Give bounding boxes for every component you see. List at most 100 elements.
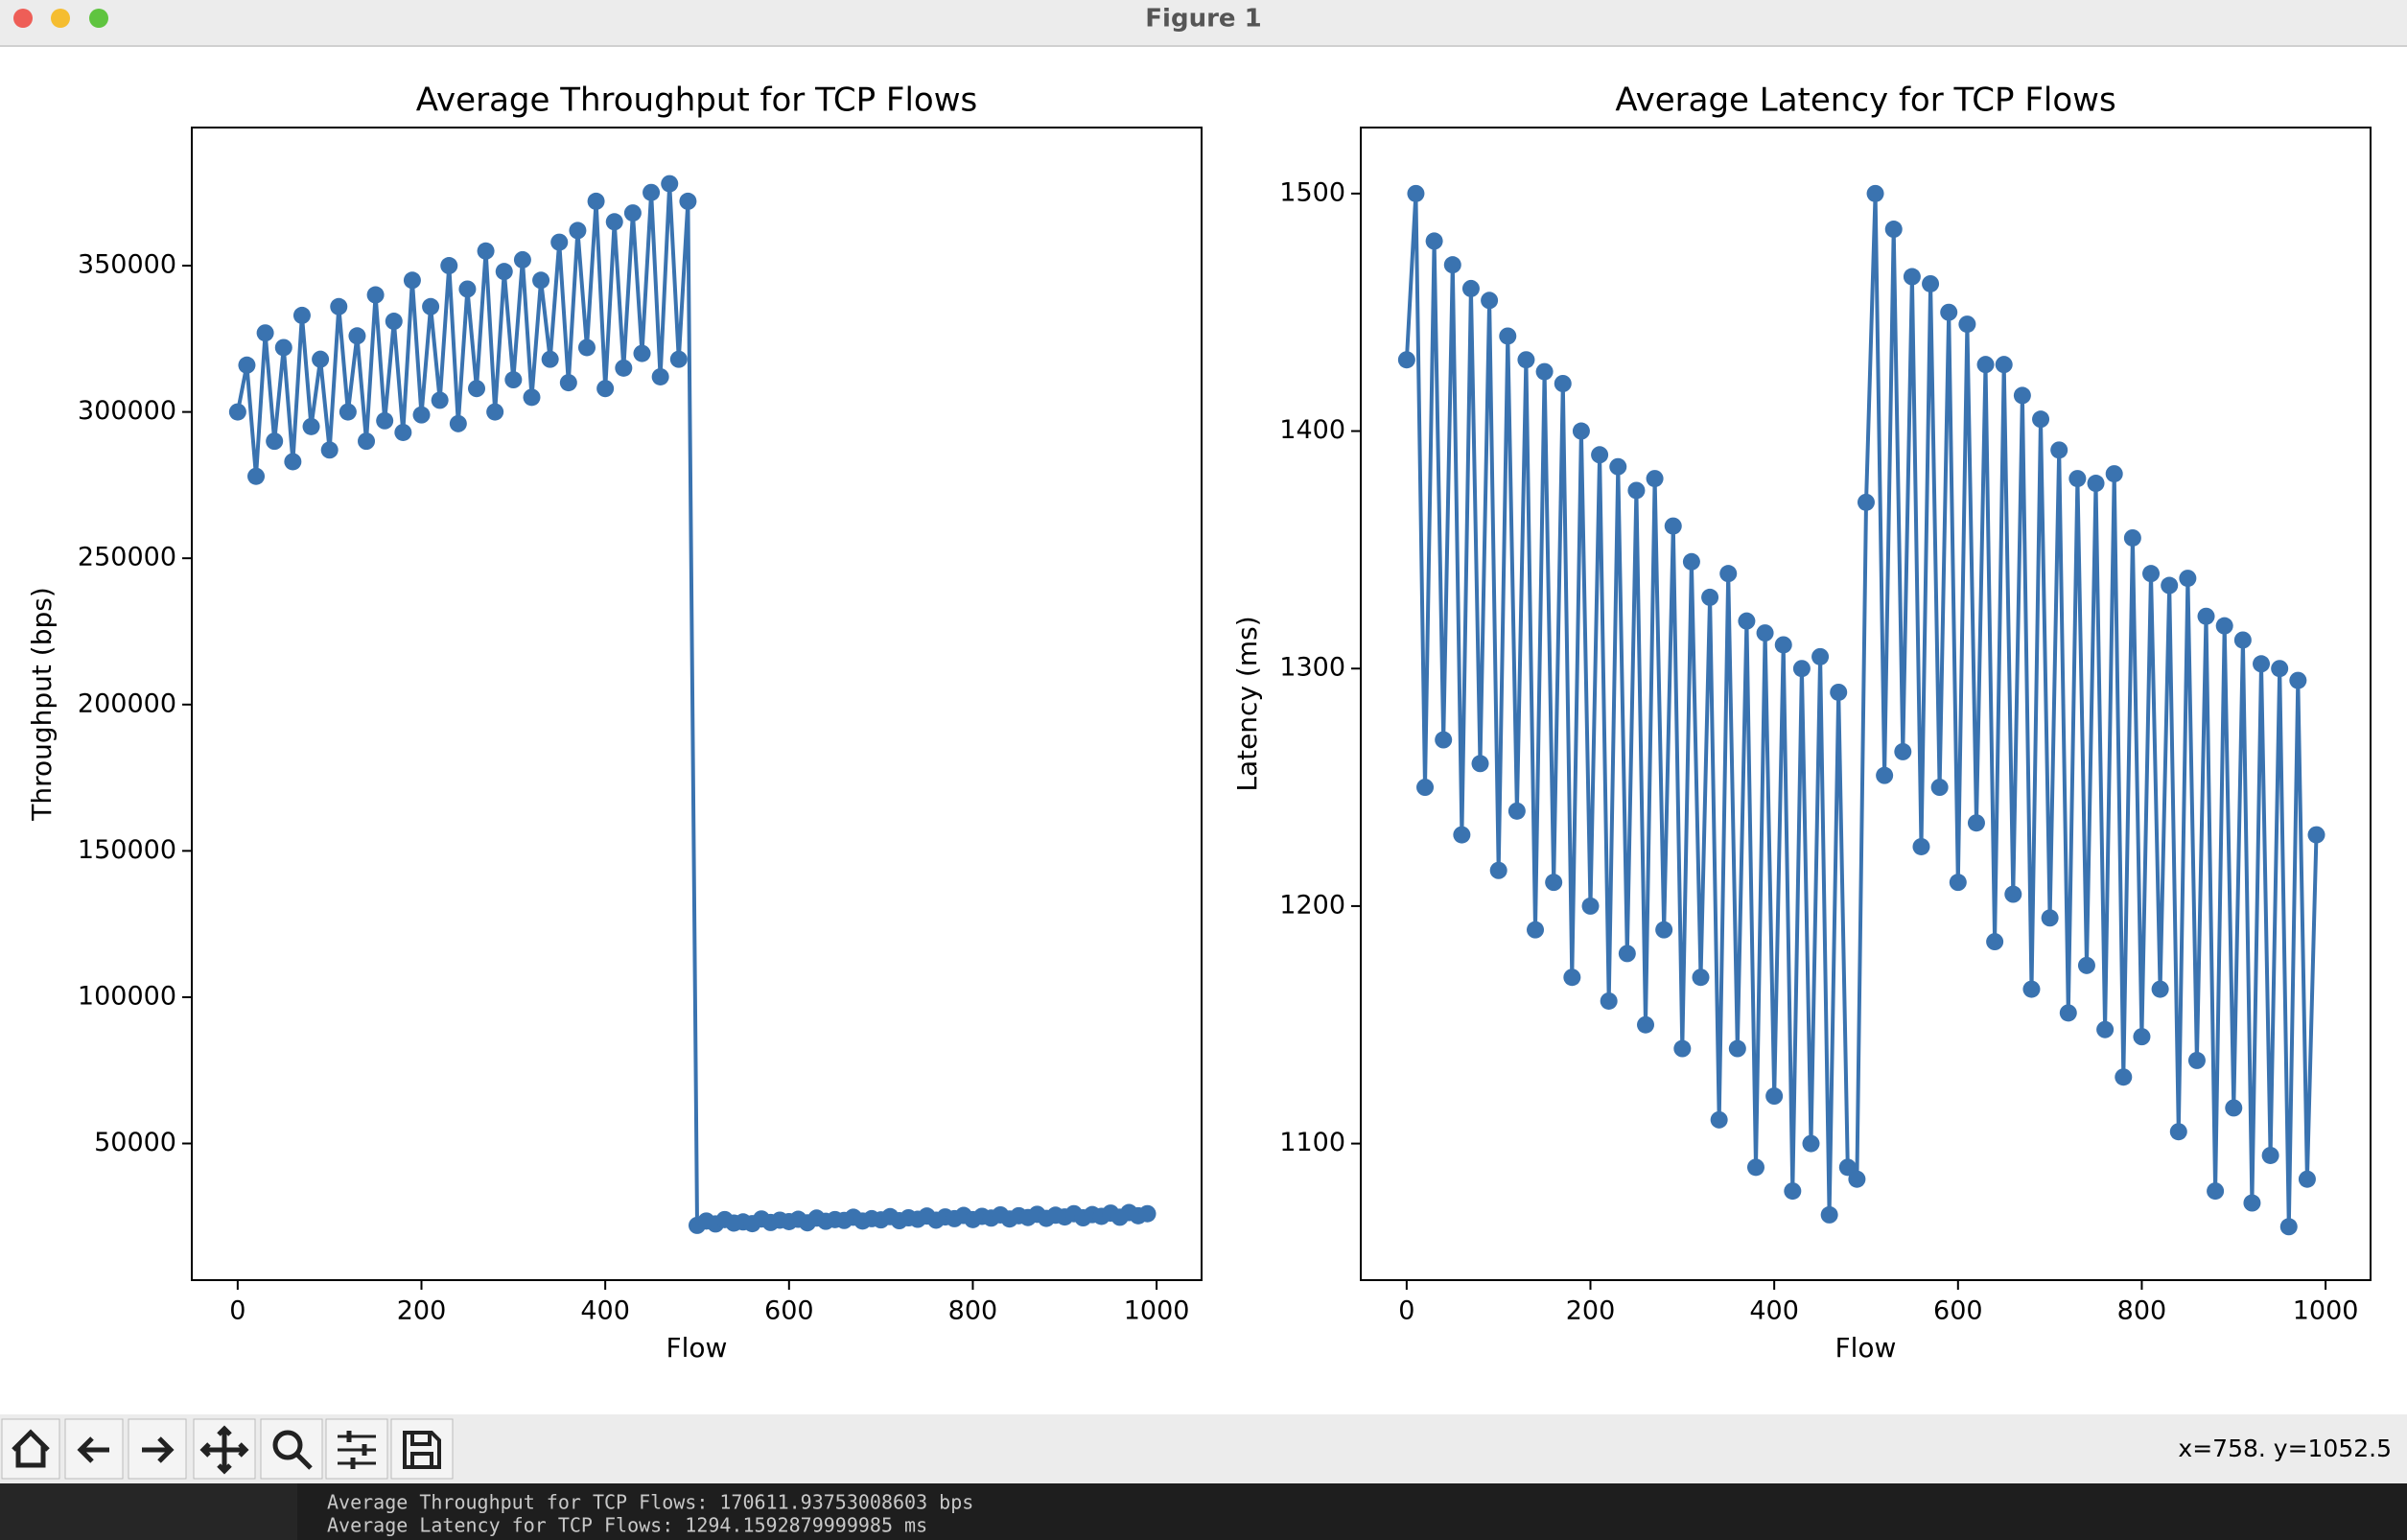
data-point (1912, 837, 1930, 855)
data-point (292, 306, 311, 324)
y-tick-label: 350000 (78, 250, 176, 280)
zoom-tool-button[interactable] (260, 1418, 323, 1480)
data-point (2151, 980, 2169, 998)
data-point (669, 350, 688, 368)
data-point (486, 403, 504, 421)
data-point (1673, 1039, 1692, 1058)
data-point (1710, 1110, 1728, 1129)
data-point (1627, 481, 1646, 500)
save-button[interactable] (390, 1418, 454, 1480)
y-tick-label: 50000 (94, 1128, 176, 1157)
forward-button[interactable] (128, 1418, 187, 1480)
data-point (1572, 422, 1590, 440)
data-point (2032, 410, 2050, 429)
data-point (1618, 945, 1636, 963)
data-point (1646, 470, 1664, 488)
data-point (577, 338, 596, 357)
terminal-line: Average Throughput for TCP Flows: 170611… (327, 1491, 973, 1514)
data-point (1535, 362, 1554, 381)
minimize-button[interactable] (51, 9, 70, 28)
data-point (1830, 683, 1848, 701)
y-axis-label: Throughput (bps) (26, 587, 58, 822)
x-tick-label: 600 (764, 1296, 814, 1326)
x-tick-label: 400 (1749, 1296, 1799, 1326)
data-point (348, 327, 366, 345)
data-point (1527, 921, 1545, 939)
data-point (615, 359, 633, 377)
configure-button[interactable] (325, 1418, 388, 1480)
terminal-sidebar (0, 1483, 297, 1540)
data-point (2087, 475, 2105, 493)
data-point (1609, 457, 1627, 476)
data-point (2215, 617, 2233, 635)
data-point (1811, 647, 1830, 665)
data-point (1499, 327, 1517, 345)
toolbar-icons (1, 1418, 454, 1480)
data-point (228, 403, 246, 421)
data-point (1435, 731, 1453, 749)
data-point (1453, 826, 1471, 844)
data-point (2169, 1123, 2187, 1141)
data-point (403, 271, 421, 290)
data-point (1866, 184, 1884, 202)
data-point (1792, 660, 1811, 678)
data-point (1471, 755, 1489, 773)
data-point (2179, 570, 2197, 588)
y-tick-label: 100000 (78, 981, 176, 1011)
data-point (1784, 1182, 1802, 1201)
data-point (477, 242, 495, 260)
data-point (1461, 279, 1480, 297)
x-tick-label: 200 (397, 1296, 447, 1326)
data-point (2225, 1099, 2243, 1117)
data-point (1719, 565, 1738, 583)
data-point (1481, 292, 1499, 310)
data-point (256, 324, 274, 342)
x-tick-label: 0 (1398, 1296, 1414, 1326)
data-point (266, 432, 284, 451)
y-tick-label: 1300 (1279, 653, 1345, 683)
title-bar (0, 0, 2407, 46)
y-tick-label: 1100 (1279, 1128, 1345, 1157)
data-point (1655, 921, 1673, 939)
y-tick-label: 1500 (1279, 177, 1345, 207)
x-tick-label: 400 (580, 1296, 630, 1326)
data-point (1591, 446, 1609, 464)
axes-frame (1360, 127, 2372, 1281)
y-tick-label: 250000 (78, 543, 176, 572)
data-point (633, 344, 651, 362)
data-point (2123, 528, 2141, 547)
data-point (1765, 1087, 1784, 1106)
data-point (1738, 612, 1756, 630)
data-point (1756, 624, 1774, 642)
pan-button[interactable] (193, 1418, 256, 1480)
data-point (1774, 636, 1792, 654)
data-point (274, 338, 292, 357)
data-point (1940, 303, 1958, 321)
data-point (1701, 588, 1719, 606)
data-point (366, 286, 385, 304)
close-button[interactable] (13, 9, 33, 28)
zoom-button[interactable] (89, 9, 108, 28)
data-point (661, 175, 679, 193)
data-point (550, 233, 569, 251)
data-point (412, 406, 431, 424)
data-point (541, 350, 559, 368)
data-point (2004, 885, 2022, 903)
data-point (559, 374, 577, 392)
data-point (458, 280, 477, 298)
terminal-line: Average Latency for TCP Flows: 1294.1592… (327, 1514, 927, 1537)
x-tick-label: 800 (948, 1296, 998, 1326)
data-point (2253, 655, 2271, 673)
data-point (2133, 1028, 2151, 1046)
data-point (422, 297, 440, 315)
home-button[interactable] (1, 1418, 60, 1480)
data-point (1407, 184, 1425, 202)
data-point (651, 367, 669, 385)
data-point (2161, 576, 2179, 595)
data-point (1517, 351, 1535, 369)
back-button[interactable] (64, 1418, 124, 1480)
data-point (504, 371, 523, 389)
data-point (1545, 874, 1563, 892)
data-point (2059, 1004, 2077, 1022)
